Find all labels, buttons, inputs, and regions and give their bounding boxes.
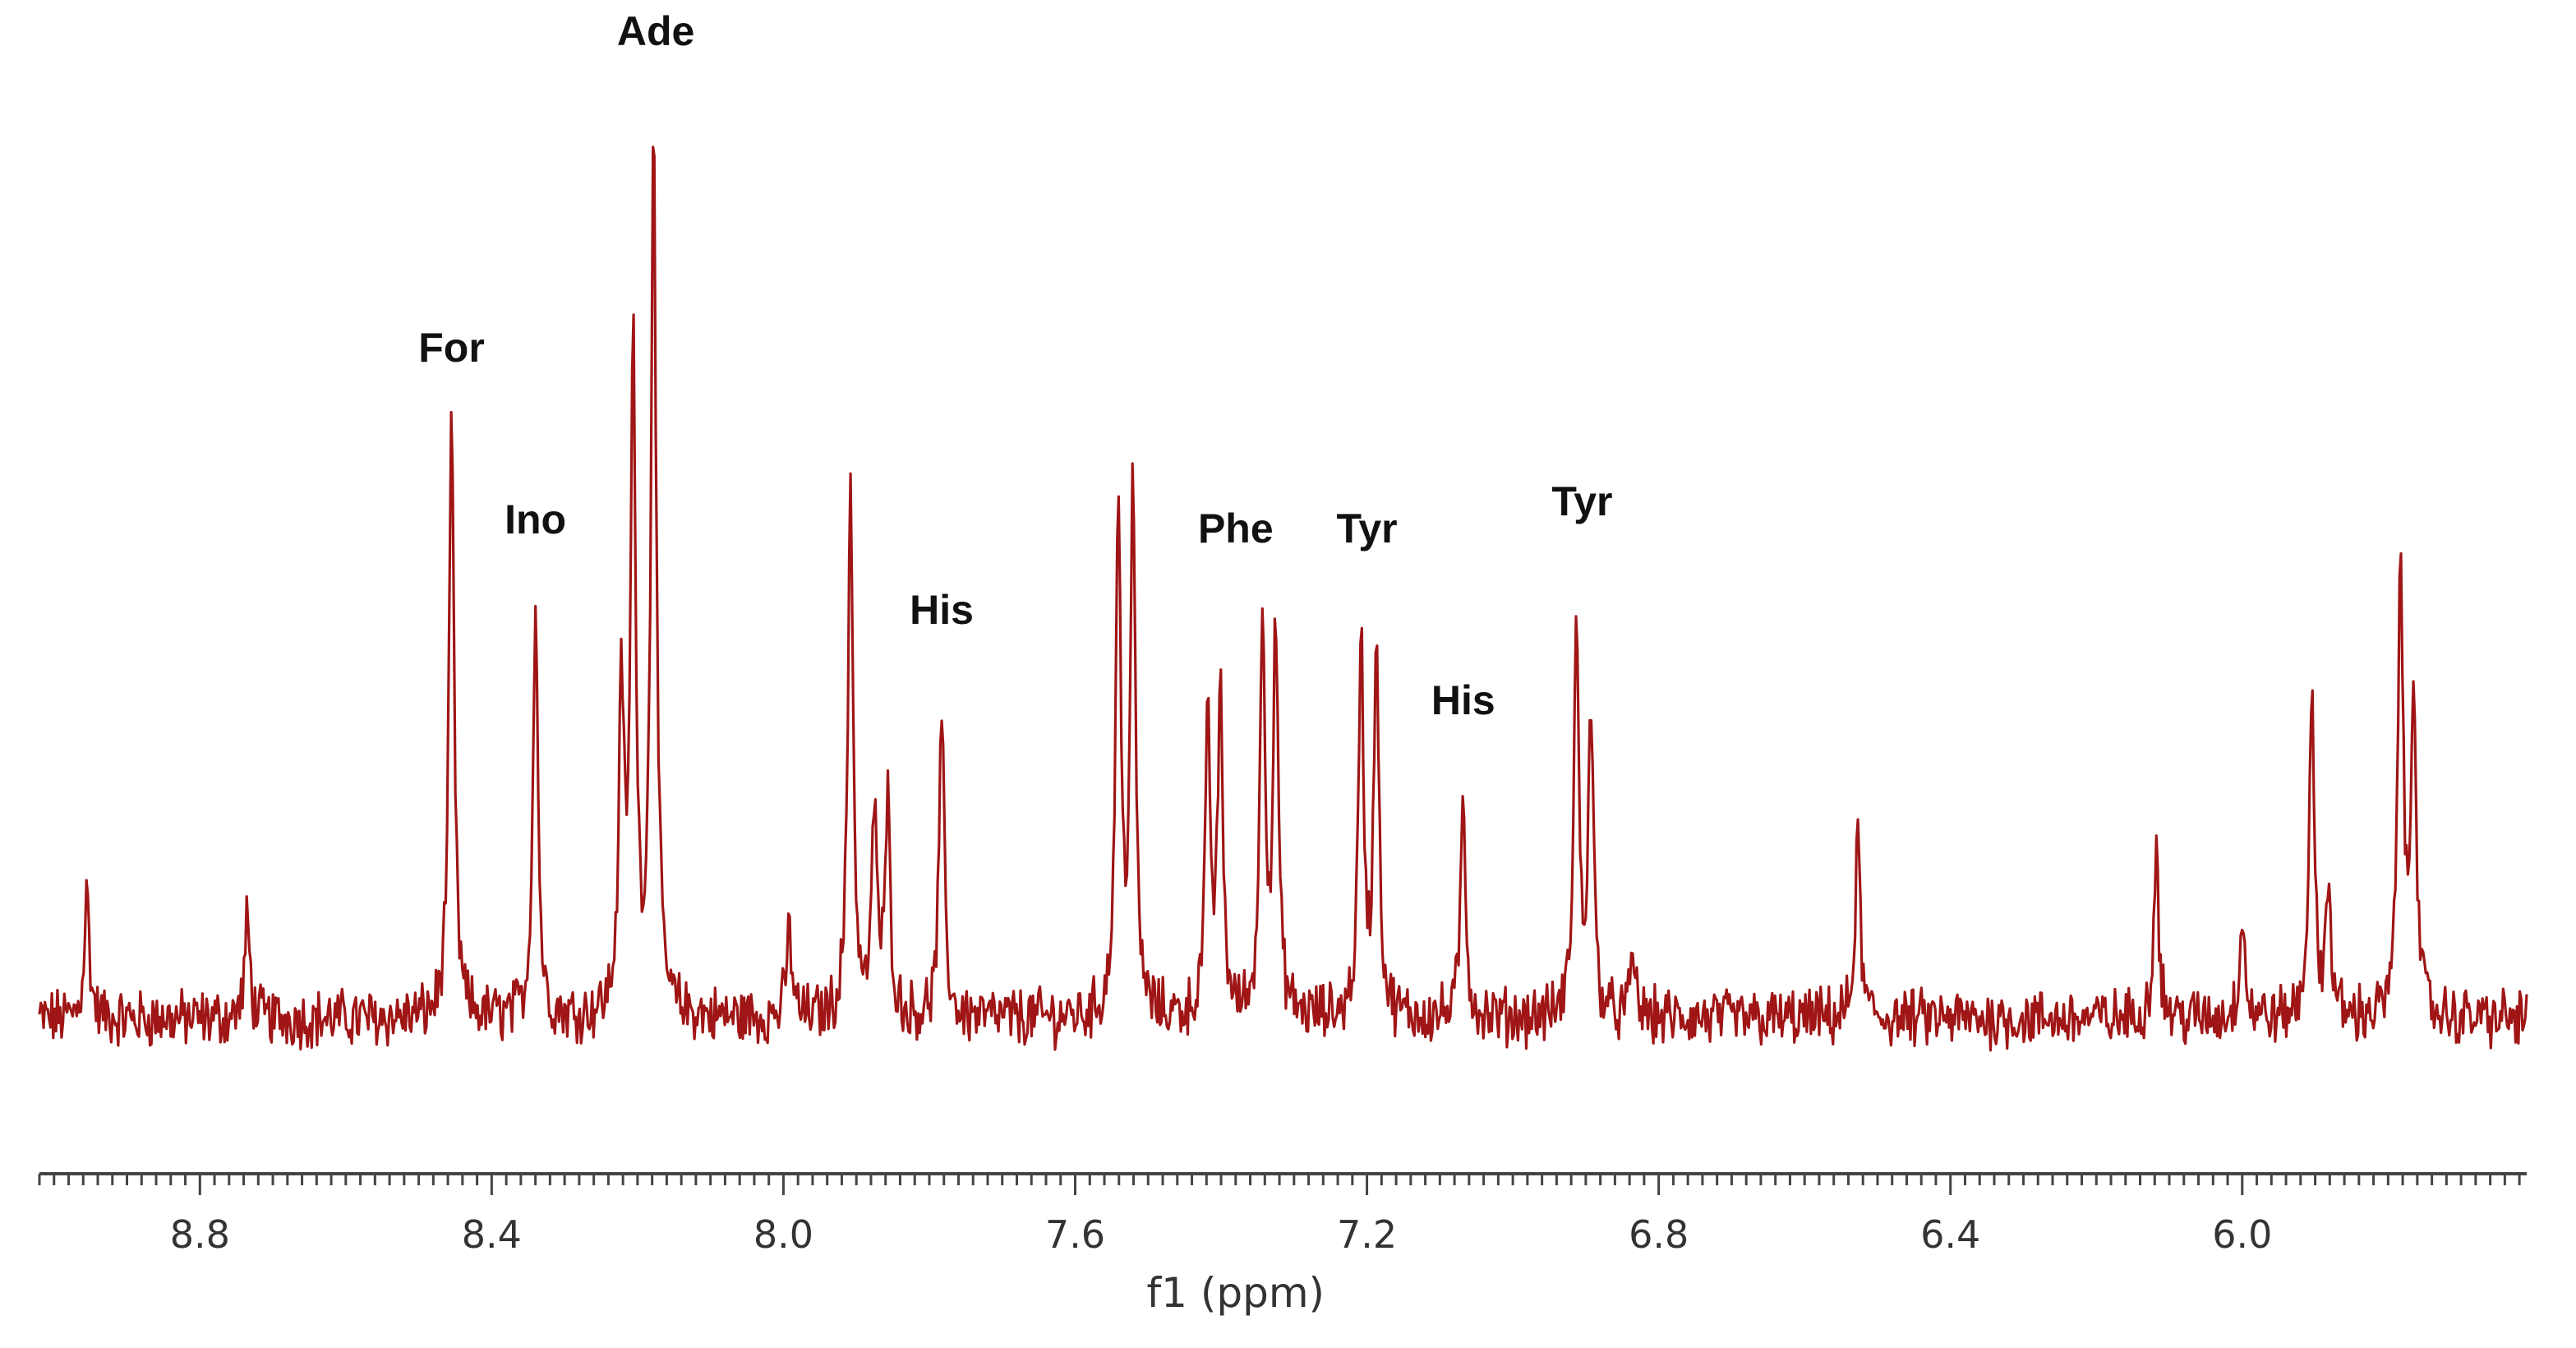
x-tick-label: 6.0 <box>2212 1212 2272 1257</box>
x-tick-label: 8.8 <box>170 1212 230 1257</box>
x-tick-label: 7.6 <box>1045 1212 1105 1257</box>
x-tick-label: 6.8 <box>1629 1212 1689 1257</box>
x-axis-ticks: 8.8 8.4 8.0 7.6 7.2 6.8 6.4 6.0 <box>38 1174 2521 1257</box>
x-axis: 8.8 8.4 8.0 7.6 7.2 6.8 6.4 6.0 f1 (ppm) <box>38 1172 2527 1317</box>
x-tick-label: 7.2 <box>1337 1212 1397 1257</box>
peak-label-ade: Ade <box>617 8 694 54</box>
x-tick-label: 8.4 <box>462 1212 522 1257</box>
peak-label-his: His <box>1431 677 1495 723</box>
peak-label-tyr: Tyr <box>1551 478 1612 524</box>
peak-label-ino: Ino <box>505 496 566 542</box>
x-tick-label: 8.0 <box>753 1212 813 1257</box>
x-tick-label: 6.4 <box>1920 1212 1980 1257</box>
peak-annotations: Ade For Ino His Phe Tyr His Tyr <box>418 8 1612 723</box>
spectrum-line <box>38 145 2528 1052</box>
peak-label-tyr: Tyr <box>1337 505 1398 552</box>
peak-label-phe: Phe <box>1198 505 1274 552</box>
x-axis-label: f1 (ppm) <box>1147 1269 1325 1317</box>
spectrum-layer <box>38 145 2528 1052</box>
peak-label-his: His <box>910 587 974 633</box>
peak-label-for: For <box>418 325 485 371</box>
